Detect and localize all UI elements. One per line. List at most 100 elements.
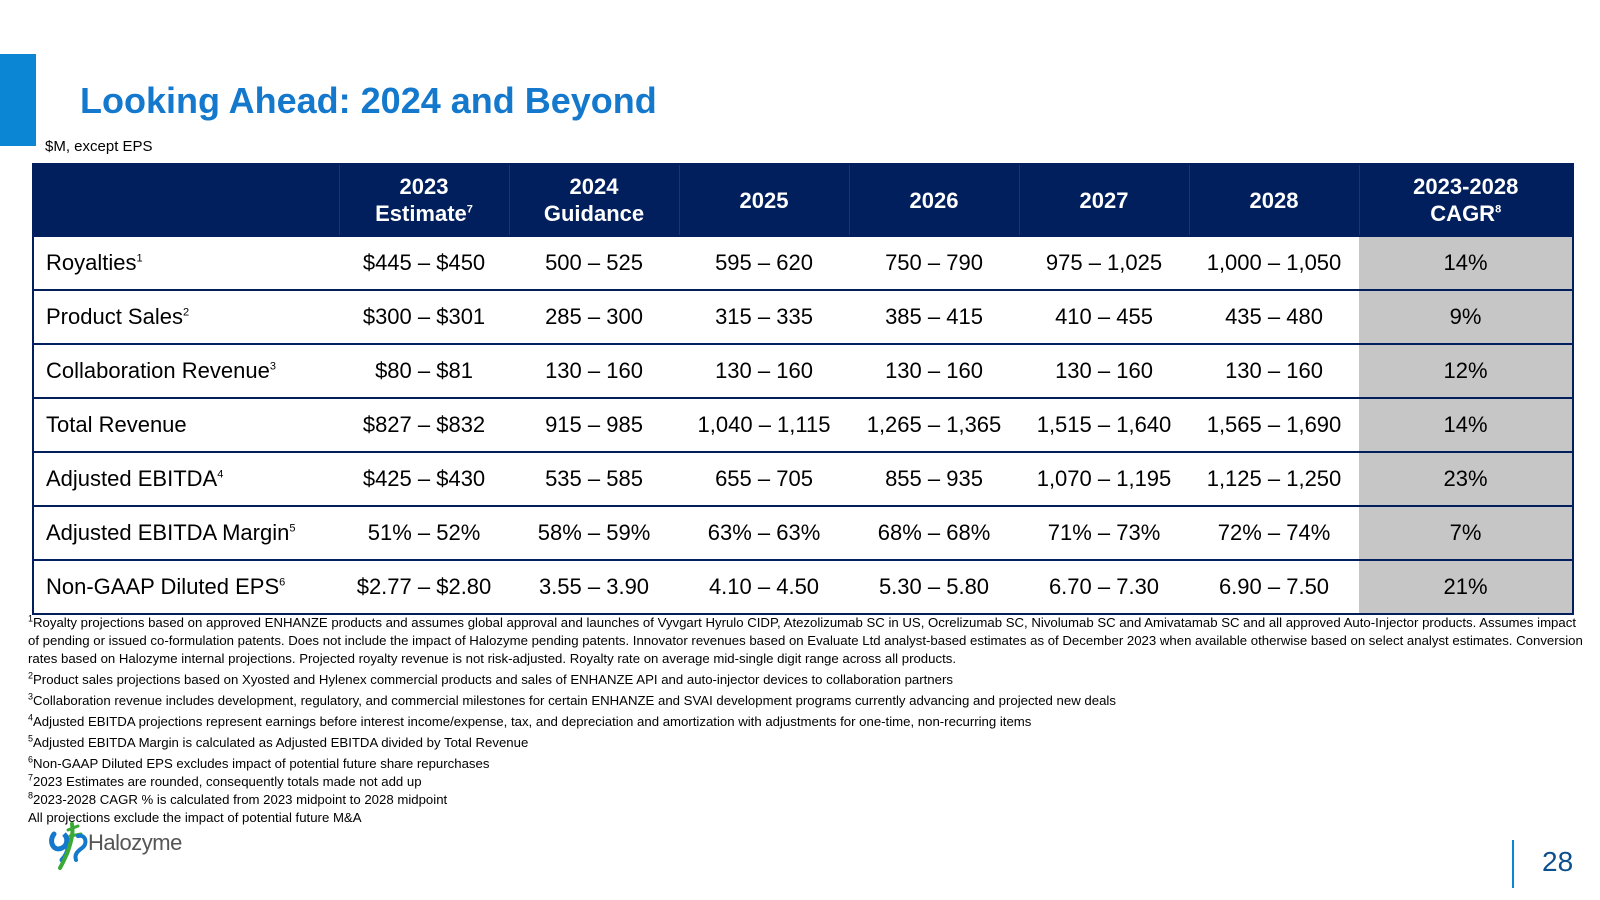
slide-title: Looking Ahead: 2024 and Beyond (80, 80, 657, 121)
table-row: Product Sales2 $300 – $301 285 – 300 315 – … (33, 289, 1573, 344)
table-row: Royalties1 $445 – $450 500 – 525 595 – 620 7… (33, 235, 1573, 290)
value-cell: 58% – 59% (509, 505, 679, 560)
value-cell: $80 – $81 (339, 343, 509, 398)
footnote-marker: 3 (28, 691, 34, 702)
row-label: Product Sales2 (33, 289, 339, 344)
value-cell: 5.30 – 5.80 (849, 559, 1019, 614)
cagr-cell: 14% (1359, 235, 1573, 290)
table-header-row: 2023 Estimate7 2024 Guidance 2025 2026 2027 2… (33, 164, 1573, 236)
footnote: 72023 Estimates are rounded, consequentl… (28, 772, 422, 789)
footnote: 2Product sales projections based on Xyos… (28, 670, 953, 687)
table-row: Collaboration Revenue3 $80 – $81 130 – 160… (33, 343, 1573, 398)
units-note: $M, except EPS (45, 138, 153, 155)
value-cell: 72% – 74% (1189, 505, 1359, 560)
footnote: 4Adjusted EBITDA projections represent e… (28, 712, 1032, 729)
value-cell: 6.90 – 7.50 (1189, 559, 1359, 614)
footnote-ref: 1 (136, 252, 143, 265)
column-header-1: 2023 Estimate7 (338, 164, 509, 236)
value-cell: 1,125 – 1,250 (1189, 451, 1359, 506)
column-header-4: 2026 (848, 164, 1019, 236)
table-row: Adjusted EBITDA Margin5 51% – 52% 58% – 59… (33, 505, 1573, 560)
value-cell: 51% – 52% (339, 505, 509, 560)
page-number-divider (1512, 840, 1514, 888)
footnote-marker: 6 (28, 754, 34, 765)
value-cell: 1,040 – 1,115 (679, 397, 849, 452)
value-cell: 500 – 525 (509, 235, 679, 290)
column-header-3: 2025 (678, 164, 849, 236)
row-label: Royalties1 (33, 235, 339, 290)
value-cell: 915 – 985 (509, 397, 679, 452)
cagr-cell: 14% (1359, 397, 1573, 452)
column-header-6: 2028 (1188, 164, 1359, 236)
footnote-ref: 8 (1495, 203, 1502, 216)
footnotes: 1Royalty projections based on approved E… (28, 614, 1588, 827)
value-cell: 130 – 160 (1019, 343, 1189, 398)
footnote: All projections exclude the impact of po… (28, 810, 362, 825)
footnote: 82023-2028 CAGR % is calculated from 202… (28, 790, 448, 807)
value-cell: 750 – 790 (849, 235, 1019, 290)
value-cell: 3.55 – 3.90 (509, 559, 679, 614)
cagr-cell: 7% (1359, 505, 1573, 560)
value-cell: 63% – 63% (679, 505, 849, 560)
table-row: Adjusted EBITDA4 $425 – $430 535 – 585 655 … (33, 451, 1573, 506)
halozyme-logo-icon (49, 822, 88, 870)
cagr-cell: 23% (1359, 451, 1573, 506)
value-cell: 595 – 620 (679, 235, 849, 290)
footnote-ref: 2 (182, 306, 190, 319)
footnote-ref: 6 (279, 576, 286, 589)
value-cell: 1,515 – 1,640 (1019, 397, 1189, 452)
footnote-marker: 5 (28, 733, 34, 744)
cagr-cell: 21% (1359, 559, 1573, 614)
footnote-marker: 4 (28, 712, 34, 723)
column-header-5: 2027 (1018, 164, 1189, 236)
footnote-ref: 5 (289, 522, 296, 535)
row-label: Non-GAAP Diluted EPS6 (33, 559, 339, 614)
value-cell: 435 – 480 (1189, 289, 1359, 344)
value-cell: 130 – 160 (509, 343, 679, 398)
footnote: 3Collaboration revenue includes developm… (28, 691, 1116, 708)
value-cell: 410 – 455 (1019, 289, 1189, 344)
value-cell: 130 – 160 (1189, 343, 1359, 398)
row-label: Adjusted EBITDA4 (33, 451, 339, 506)
value-cell: 130 – 160 (849, 343, 1019, 398)
footnote-marker: 8 (28, 790, 34, 801)
table-row: Total Revenue $827 – $832 915 – 985 1,040 –… (33, 397, 1573, 452)
column-header-0 (33, 164, 339, 236)
value-cell: 975 – 1,025 (1019, 235, 1189, 290)
row-label: Adjusted EBITDA Margin5 (33, 505, 339, 560)
projections-table: 2023 Estimate7 2024 Guidance 2025 2026 2027 2… (32, 163, 1574, 615)
footnote-ref: 4 (217, 468, 224, 481)
value-cell: 1,265 – 1,365 (849, 397, 1019, 452)
value-cell: 655 – 705 (679, 451, 849, 506)
value-cell: $300 – $301 (339, 289, 509, 344)
footnote: 1Royalty projections based on approved E… (28, 613, 1583, 666)
footnote-ref: 3 (269, 360, 276, 373)
value-cell: 855 – 935 (849, 451, 1019, 506)
value-cell: 1,000 – 1,050 (1189, 235, 1359, 290)
row-label: Collaboration Revenue3 (33, 343, 339, 398)
footnote: 5Adjusted EBITDA Margin is calculated as… (28, 733, 529, 750)
page-number: 28 (1542, 846, 1574, 877)
row-label: Total Revenue (33, 397, 339, 452)
value-cell: 71% – 73% (1019, 505, 1189, 560)
value-cell: 6.70 – 7.30 (1019, 559, 1189, 614)
column-header-2: 2024 Guidance (508, 164, 679, 236)
value-cell: 385 – 415 (849, 289, 1019, 344)
footnote-marker: 2 (28, 670, 34, 681)
footnote-marker: 7 (28, 772, 34, 783)
value-cell: 315 – 335 (679, 289, 849, 344)
footnote: 6Non-GAAP Diluted EPS excludes impact of… (28, 754, 490, 771)
cagr-cell: 12% (1359, 343, 1573, 398)
value-cell: 285 – 300 (509, 289, 679, 344)
column-header-7: 2023-2028 CAGR8 (1358, 164, 1573, 236)
value-cell: 535 – 585 (509, 451, 679, 506)
value-cell: 4.10 – 4.50 (679, 559, 849, 614)
table-row: Non-GAAP Diluted EPS6 $2.77 – $2.80 3.55 –… (33, 559, 1573, 614)
value-cell: 1,070 – 1,195 (1019, 451, 1189, 506)
accent-bar (0, 54, 36, 146)
value-cell: $425 – $430 (339, 451, 509, 506)
table-body: Royalties1 $445 – $450 500 – 525 595 – 620 7… (33, 235, 1573, 614)
value-cell: $2.77 – $2.80 (339, 559, 509, 614)
value-cell: 130 – 160 (679, 343, 849, 398)
footnote-marker: 1 (28, 613, 34, 624)
